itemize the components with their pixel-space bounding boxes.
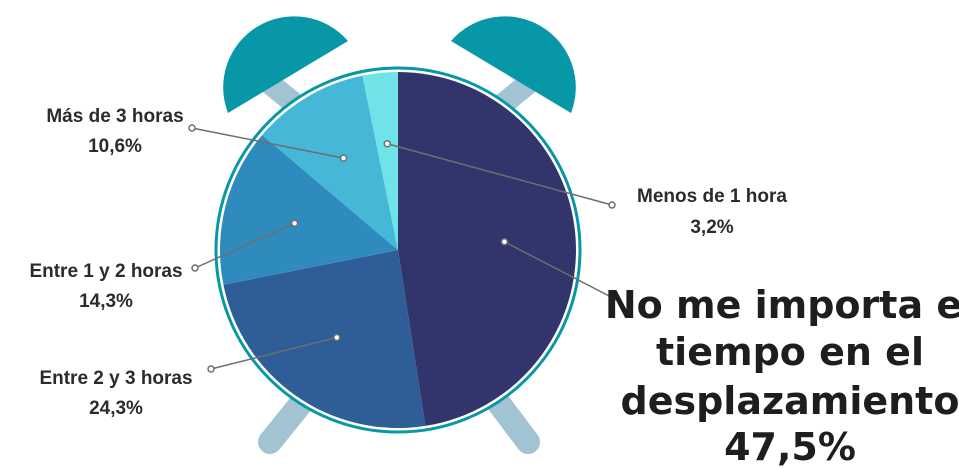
leader-line-entre-1-2 (194, 222, 295, 269)
leader-dot-end-mas-3 (188, 124, 196, 132)
label-menos-1-name: Menos de 1 hora (637, 186, 787, 207)
leader-line-menos-1 (387, 143, 613, 206)
leader-dot-end-menos-1 (608, 201, 616, 209)
leader-lines (188, 124, 617, 373)
pie-slice-no-importa (398, 72, 576, 426)
leader-dot-start-entre-2-3 (333, 333, 341, 342)
pie-slice-entre-2-3 (223, 250, 426, 428)
leader-dot-start-menos-1 (383, 139, 392, 148)
leader-dot-start-no-importa (500, 238, 509, 246)
bell-left (223, 16, 348, 113)
label-mas-3-name: Más de 3 horas (46, 106, 183, 127)
pie-slice-menos-1 (362, 72, 398, 250)
label-no-importa-line1: No me importa el (605, 283, 959, 327)
leader-dot-end-entre-2-3 (207, 365, 215, 373)
leader-dot-start-mas-3 (339, 154, 348, 162)
pie-slice-entre-1-2 (220, 134, 398, 285)
label-no-importa-value: 47,5% (724, 425, 856, 469)
leader-line-mas-3 (191, 127, 344, 159)
bell-right (451, 16, 576, 114)
label-no-importa-line2: tiempo en el (656, 330, 924, 374)
label-entre-1-2-value: 14,3% (79, 291, 133, 312)
leader-dot-end-no-importa (609, 294, 617, 302)
label-no-importa-line3: desplazamiento (621, 379, 959, 423)
pie-slice-mas-3 (262, 75, 398, 250)
leader-line-no-importa (504, 241, 614, 299)
pie-slices (220, 72, 576, 428)
label-mas-3-value: 10,6% (88, 136, 142, 157)
leader-dot-start-entre-1-2 (290, 219, 299, 227)
label-entre-2-3-value: 24,3% (89, 398, 143, 419)
leader-dot-end-entre-1-2 (191, 264, 199, 272)
label-entre-2-3-name: Entre 2 y 3 horas (39, 368, 192, 389)
leader-line-entre-2-3 (210, 336, 337, 370)
label-menos-1-value: 3,2% (690, 217, 733, 238)
label-entre-1-2-name: Entre 1 y 2 horas (29, 261, 182, 282)
